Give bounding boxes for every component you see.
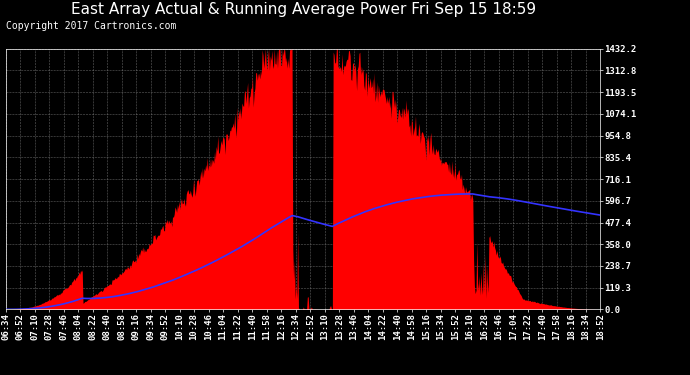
Text: Copyright 2017 Cartronics.com: Copyright 2017 Cartronics.com — [6, 21, 176, 31]
Text: East Array Actual & Running Average Power Fri Sep 15 18:59: East Array Actual & Running Average Powe… — [71, 2, 536, 17]
